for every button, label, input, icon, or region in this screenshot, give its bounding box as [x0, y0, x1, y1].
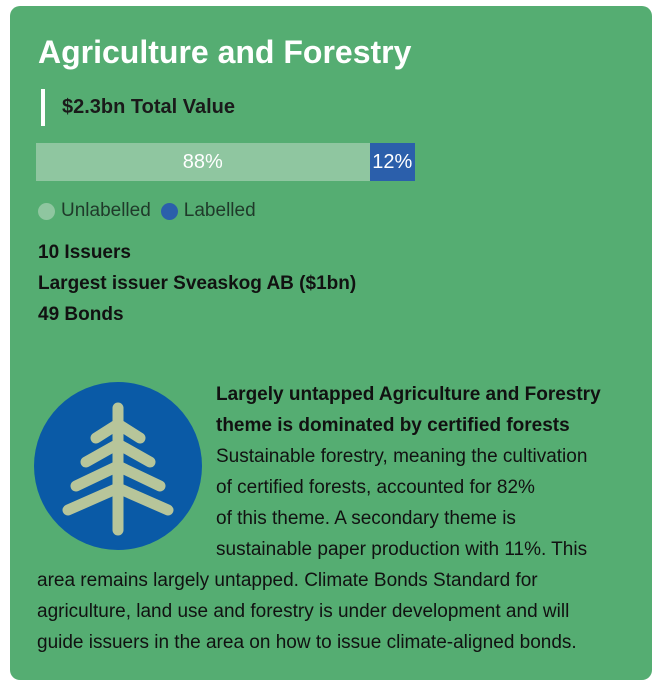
- stacked-bar: 88% 12%: [36, 143, 415, 181]
- data-label: 12%: [372, 151, 413, 173]
- body-line: area remains largely untapped. Climate B…: [37, 570, 538, 591]
- heading-line: theme is dominated by certified forests: [216, 415, 570, 436]
- stat-line: Largest issuer Sveaskog AB ($1bn): [38, 273, 357, 294]
- legend-item: Unlabelled: [38, 200, 151, 222]
- title: Agriculture and Forestry: [38, 34, 412, 70]
- body-line: of certified forests, accounted for 82%: [216, 477, 535, 498]
- heading-line: Largely untapped Agriculture and Forestr…: [216, 384, 601, 405]
- legend-label: Unlabelled: [61, 200, 151, 221]
- stat-line: 10 Issuers: [38, 242, 131, 263]
- tree-icon: [34, 382, 202, 550]
- accent-bar: [41, 89, 45, 126]
- total-value: $2.3bn Total Value: [62, 96, 236, 118]
- bar-segment: 12%: [369, 143, 415, 181]
- body-line: of this theme. A secondary theme is: [216, 508, 516, 529]
- legend-label: Labelled: [183, 200, 256, 221]
- body-line: Sustainable forestry, meaning the cultiv…: [216, 446, 588, 467]
- legend-swatch: [38, 202, 55, 220]
- body-line: agriculture, land use and forestry is un…: [37, 601, 570, 622]
- bar-segment: 88%: [36, 143, 370, 181]
- legend-item: Labelled: [160, 200, 256, 222]
- legend-swatch: [160, 202, 178, 220]
- data-label: 88%: [182, 151, 223, 173]
- card: [10, 6, 652, 680]
- stat-line: 49 Bonds: [38, 304, 124, 325]
- body-line: guide issuers in the area on how to issu…: [37, 632, 577, 653]
- legend: Unlabelled Labelled: [38, 200, 266, 222]
- body-line: sustainable paper production with 11%. T…: [216, 539, 588, 560]
